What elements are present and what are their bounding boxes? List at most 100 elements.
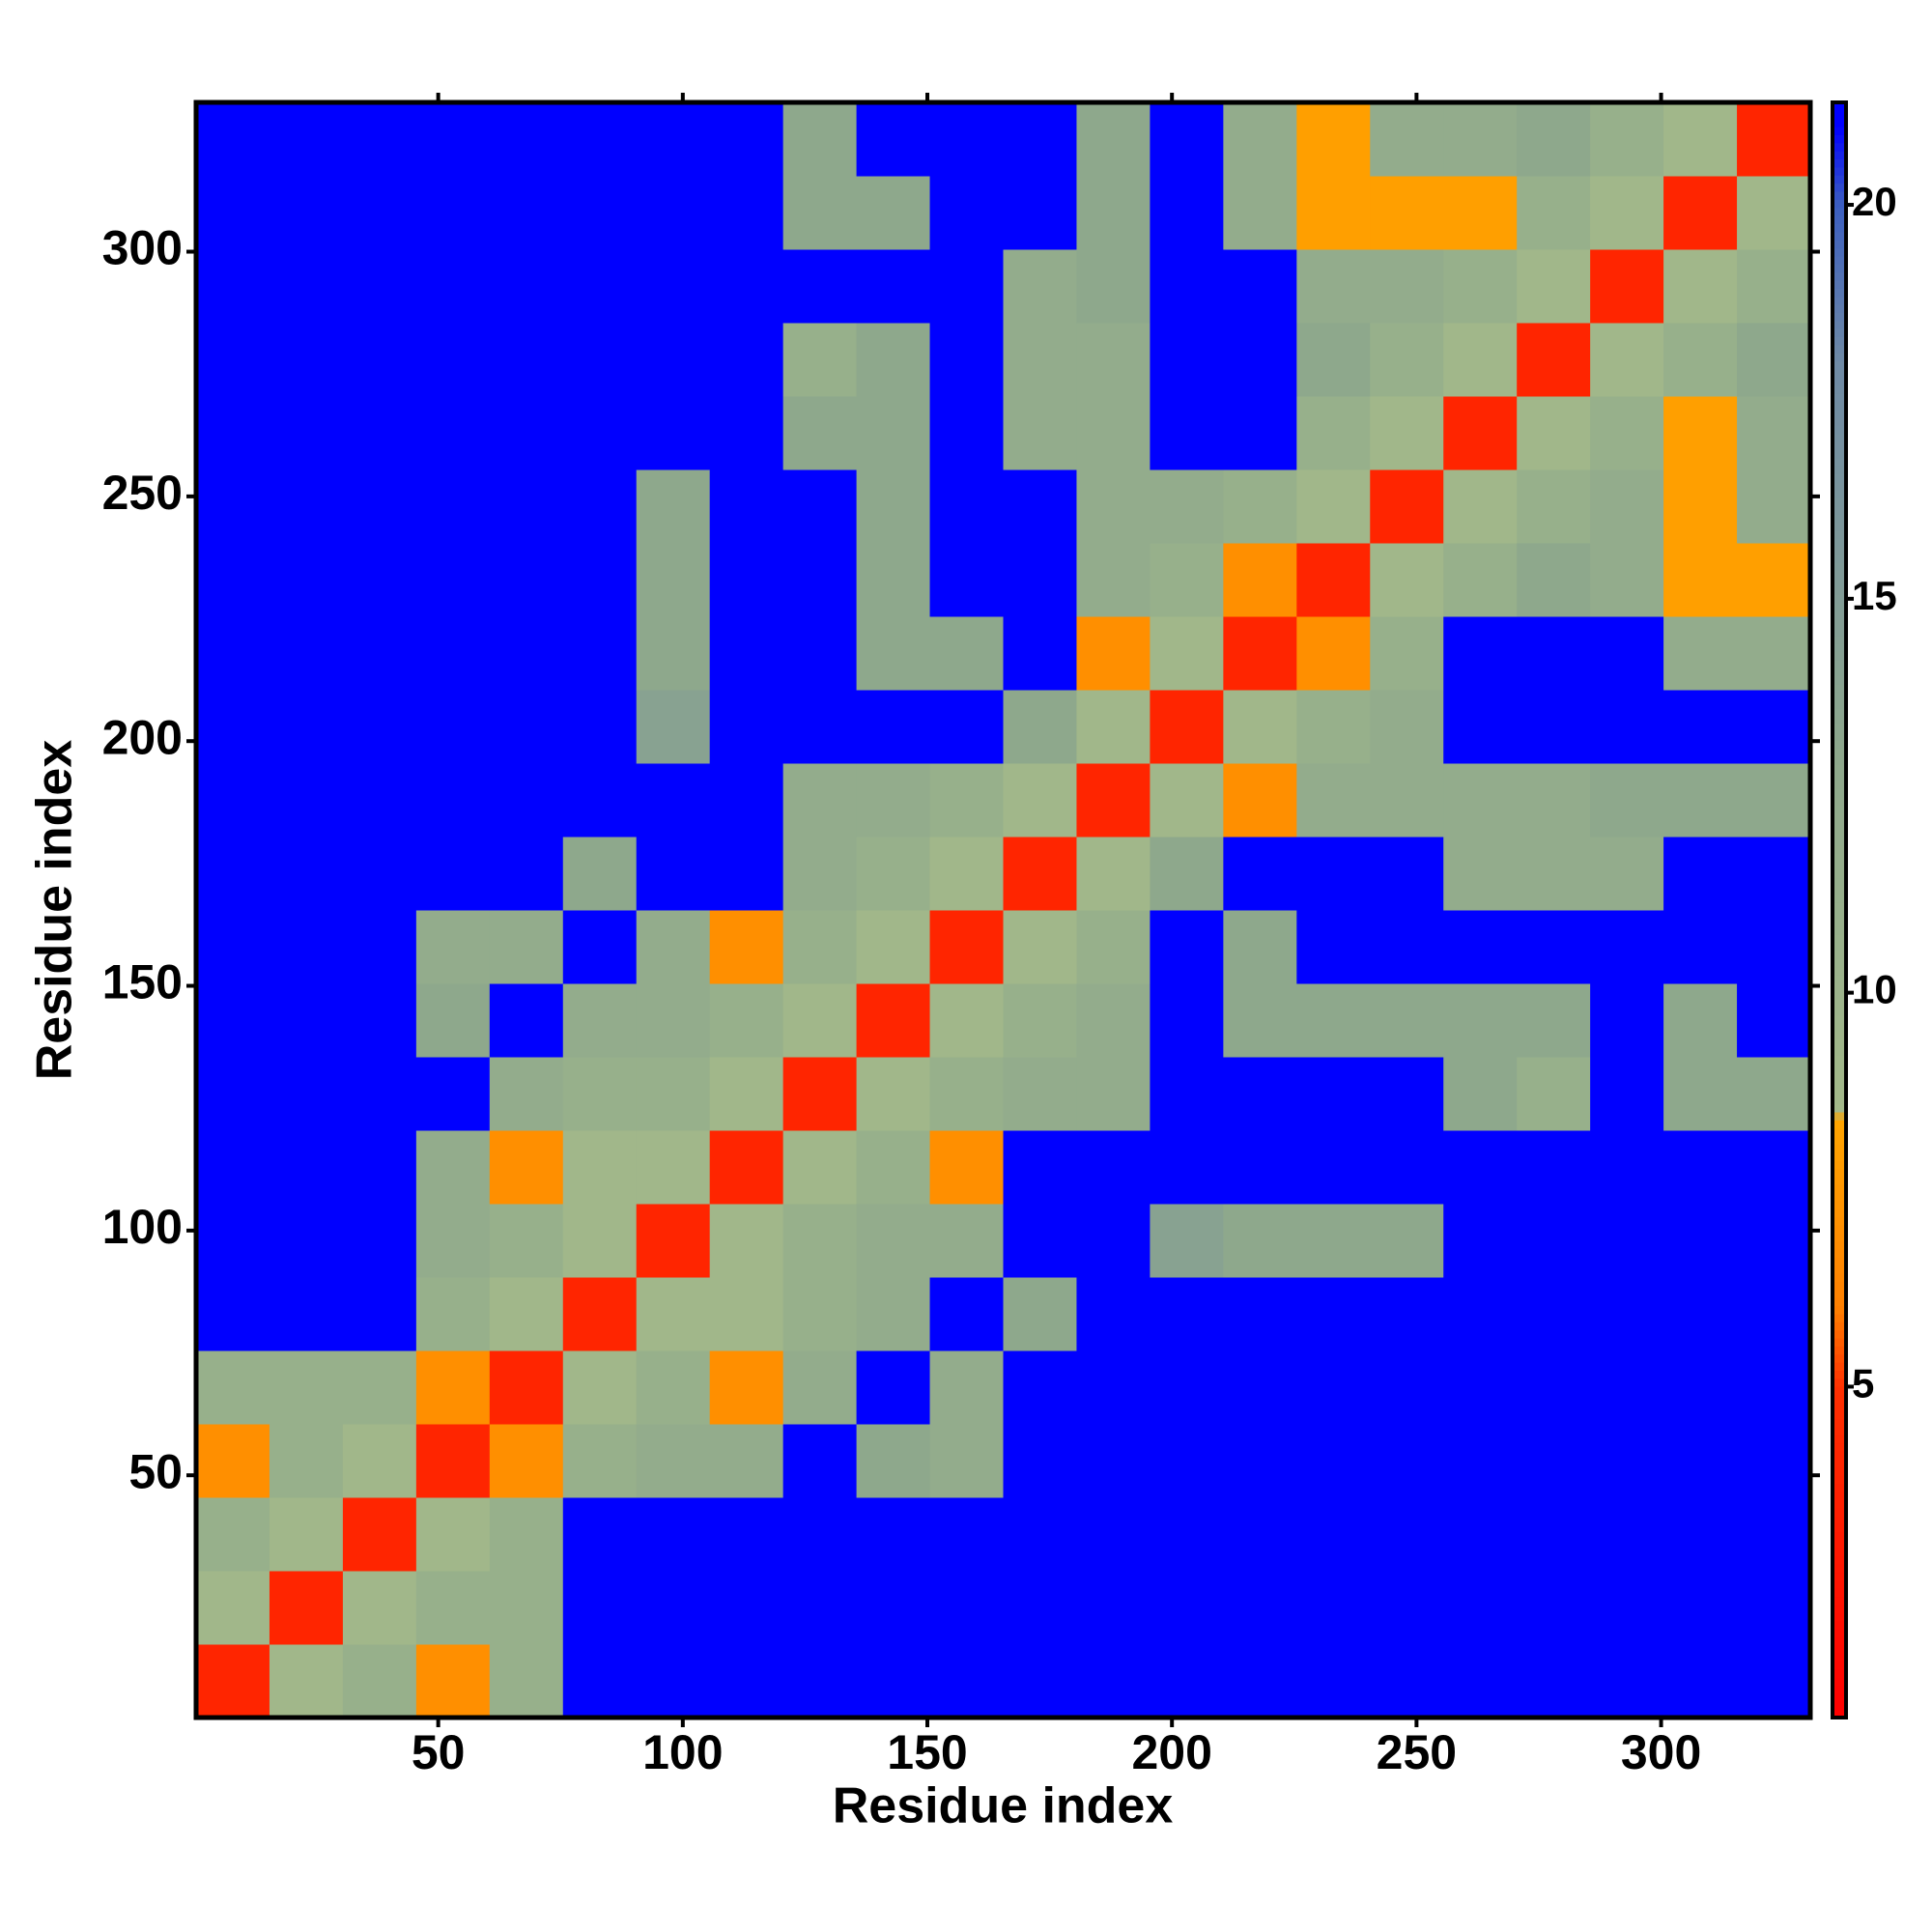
heatmap-cell xyxy=(489,1130,564,1205)
colorbar-segment xyxy=(1833,449,1846,459)
heatmap-cell xyxy=(1370,910,1444,984)
heatmap-cell xyxy=(1737,763,1811,838)
heatmap-cell xyxy=(269,1571,344,1645)
colorbar-segment xyxy=(1833,417,1846,426)
heatmap-cell xyxy=(1590,1644,1664,1719)
colorbar-segment xyxy=(1833,716,1846,725)
heatmap-cell xyxy=(856,910,931,984)
heatmap-cell xyxy=(1076,176,1151,250)
colorbar-segment xyxy=(1833,934,1846,943)
heatmap-cell xyxy=(1663,1350,1738,1425)
heatmap-cell xyxy=(1443,1497,1518,1572)
colorbar-segment xyxy=(1833,142,1846,152)
y-tick-label: 200 xyxy=(102,710,183,764)
heatmap-cell xyxy=(1443,176,1518,250)
heatmap-cell xyxy=(1737,1497,1811,1572)
heatmap-cell xyxy=(1076,469,1151,544)
y-axis-label: Residue index xyxy=(27,740,83,1081)
heatmap-cell xyxy=(562,690,638,764)
heatmap-cell xyxy=(269,983,344,1058)
heatmap-cell xyxy=(1443,910,1518,984)
heatmap-cell xyxy=(636,910,711,984)
heatmap-cell xyxy=(1370,690,1444,764)
heatmap-cell xyxy=(562,910,638,984)
heatmap-cell xyxy=(1737,323,1811,397)
colorbar-segment xyxy=(1833,1661,1846,1670)
heatmap-cell xyxy=(415,1204,491,1278)
y-tick-label: 150 xyxy=(102,955,183,1009)
heatmap-cell xyxy=(1517,983,1591,1058)
heatmap-cell xyxy=(1223,983,1297,1058)
colorbar-segment xyxy=(1833,481,1846,491)
heatmap-cell xyxy=(782,543,858,617)
heatmap-cell xyxy=(1370,1644,1444,1719)
heatmap-cell xyxy=(1296,1350,1371,1425)
heatmap-cell xyxy=(342,323,417,397)
heatmap-cell xyxy=(1150,1277,1224,1351)
heatmap-cell xyxy=(489,1350,564,1425)
heatmap-cell xyxy=(1223,396,1297,470)
colorbar-segment xyxy=(1833,845,1846,854)
heatmap-cell xyxy=(1296,469,1371,544)
heatmap-cell xyxy=(562,323,638,397)
colorbar-segment xyxy=(1833,433,1846,442)
heatmap-cell xyxy=(1370,543,1444,617)
heatmap-cell xyxy=(1590,102,1664,177)
heatmap-cell xyxy=(196,1424,270,1498)
heatmap-cell xyxy=(929,1571,1004,1645)
heatmap-cell xyxy=(1517,469,1591,544)
heatmap-cell xyxy=(1517,837,1591,911)
heatmap-cell xyxy=(269,469,344,544)
colorbar-segment xyxy=(1833,603,1846,612)
heatmap-cell xyxy=(1076,983,1151,1058)
colorbar-segment xyxy=(1833,255,1846,265)
heatmap-cell xyxy=(415,323,491,397)
heatmap-cell xyxy=(1003,176,1077,250)
colorbar-segment xyxy=(1833,659,1846,668)
heatmap-cell xyxy=(709,323,784,397)
heatmap-cell xyxy=(489,837,564,911)
heatmap-cell xyxy=(856,616,931,691)
heatmap-cell xyxy=(489,1644,564,1719)
heatmap-cell xyxy=(929,983,1004,1058)
heatmap-cell xyxy=(1663,1424,1738,1498)
heatmap-cell xyxy=(415,396,491,470)
heatmap-cell xyxy=(1296,1571,1371,1645)
heatmap-cell xyxy=(1076,1571,1151,1645)
heatmap-cell xyxy=(1150,1644,1224,1719)
heatmap-cell xyxy=(1076,1130,1151,1205)
colorbar-segment xyxy=(1833,579,1846,588)
colorbar-segment xyxy=(1833,1475,1846,1485)
heatmap-cell xyxy=(1150,102,1224,177)
colorbar-segment xyxy=(1833,1095,1846,1105)
heatmap-cell xyxy=(489,983,564,1058)
heatmap-cell xyxy=(1003,1644,1077,1719)
heatmap-cell xyxy=(1370,1204,1444,1278)
heatmap-cell xyxy=(1296,249,1371,324)
heatmap-cell xyxy=(1296,323,1371,397)
heatmap-cell xyxy=(489,323,564,397)
heatmap-cell xyxy=(1517,1130,1591,1205)
heatmap-cell xyxy=(1150,1057,1224,1131)
colorbar-segment xyxy=(1833,102,1846,111)
heatmap-cell xyxy=(415,176,491,250)
colorbar-segment xyxy=(1833,1160,1846,1170)
heatmap-cell xyxy=(269,690,344,764)
colorbar-segment xyxy=(1833,805,1846,814)
colorbar-segment xyxy=(1833,998,1846,1008)
heatmap-cell xyxy=(342,1424,417,1498)
colorbar-segment xyxy=(1833,1168,1846,1178)
colorbar-segment xyxy=(1833,1402,1846,1411)
colorbar-segment xyxy=(1833,264,1846,273)
colorbar-segment xyxy=(1833,1305,1846,1315)
heatmap-cell xyxy=(1517,176,1591,250)
colorbar-segment xyxy=(1833,1692,1846,1702)
colorbar-segment xyxy=(1833,1136,1846,1145)
heatmap-cell xyxy=(1223,323,1297,397)
colorbar-segment xyxy=(1833,1346,1846,1355)
heatmap-cell xyxy=(929,1277,1004,1351)
heatmap-cell xyxy=(636,249,711,324)
heatmap-cell xyxy=(1663,1057,1738,1131)
heatmap-cell xyxy=(269,1644,344,1719)
colorbar-segment xyxy=(1833,1653,1846,1662)
